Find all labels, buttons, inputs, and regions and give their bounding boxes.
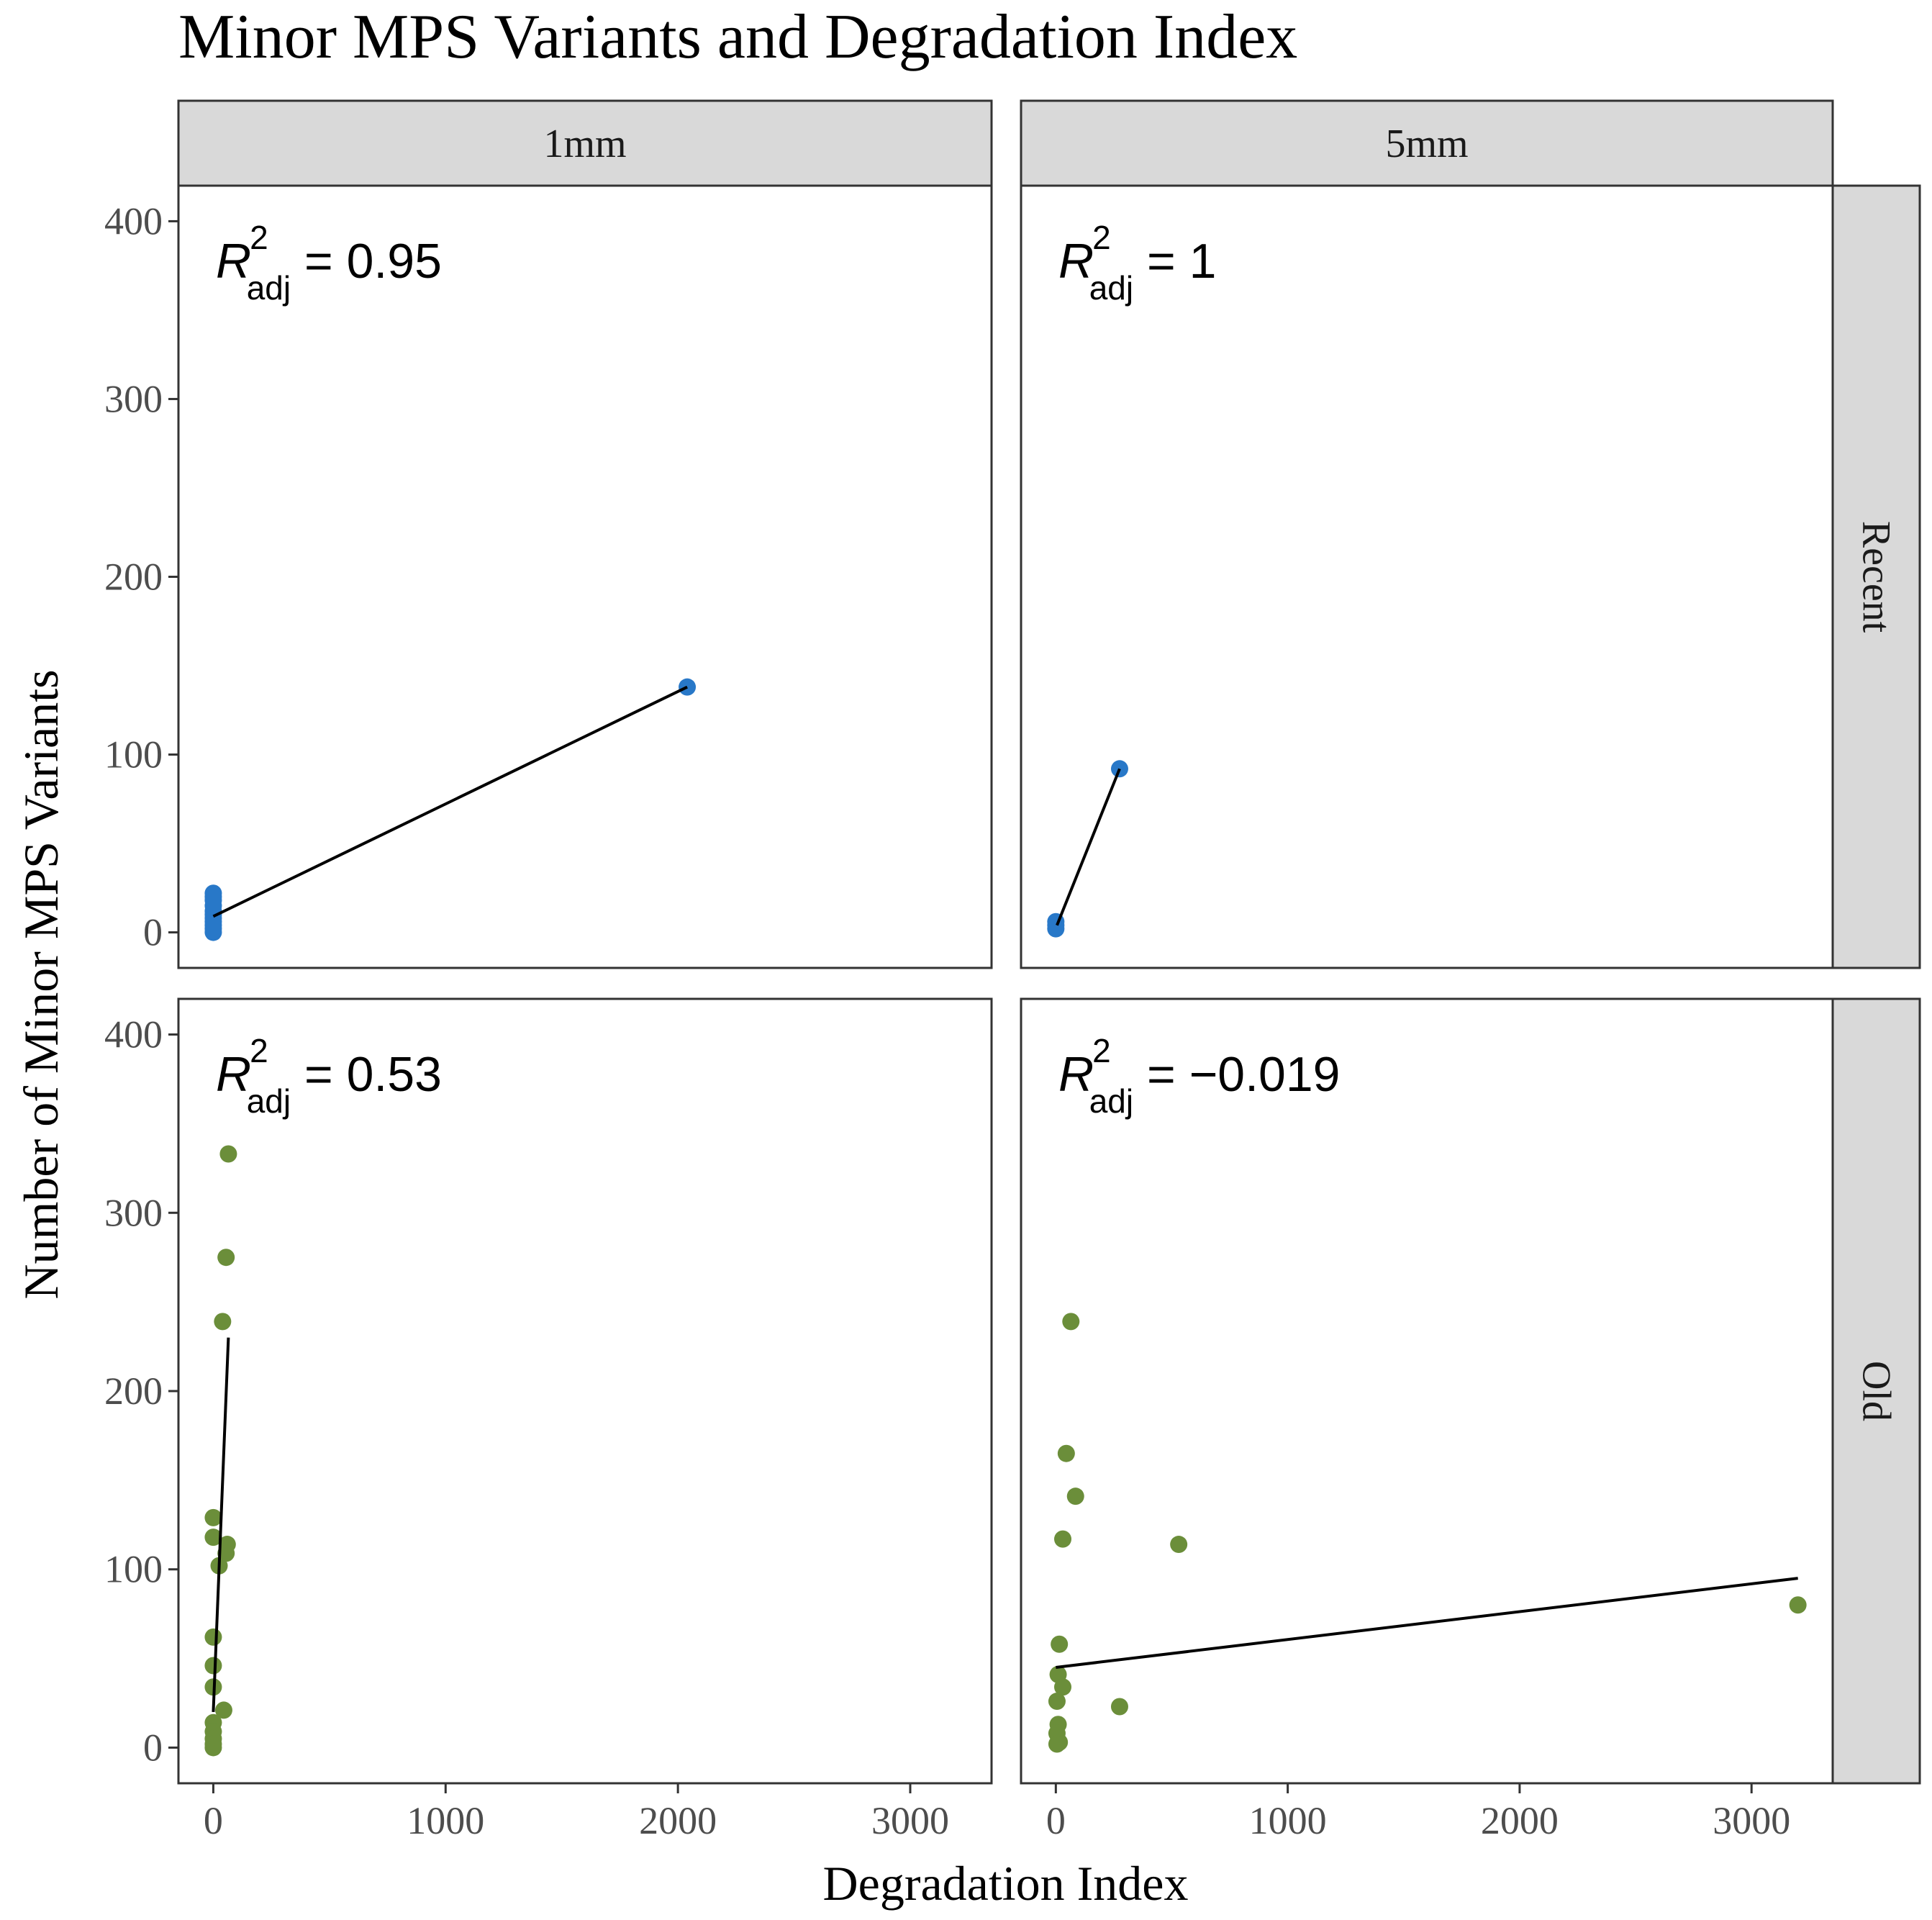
r2-subscript: adj xyxy=(1089,269,1133,307)
r2-value: = −0.019 xyxy=(1133,1047,1340,1102)
data-point-1mm-old-4 xyxy=(204,1529,222,1547)
data-point-1mm-old-9 xyxy=(204,1657,222,1675)
y-tick-label-recent-0: 0 xyxy=(143,911,163,954)
r2-annotation-5mm-old: R2 adj = −0.019 xyxy=(1058,1032,1340,1120)
panel-border-1mm-recent xyxy=(177,184,993,969)
data-point-5mm-old-2 xyxy=(1066,1487,1084,1505)
r2-superscript: 2 xyxy=(250,219,268,256)
y-tick-label-old-4: 400 xyxy=(104,1013,163,1056)
r2-subscript: adj xyxy=(247,269,291,307)
r2-symbol: R xyxy=(216,234,251,289)
data-point-1mm-old-1 xyxy=(217,1249,235,1267)
r2-annotation-1mm-recent: R2 adj = 0.95 xyxy=(216,219,442,307)
data-point-5mm-old-1 xyxy=(1057,1444,1075,1462)
data-point-5mm-old-10 xyxy=(1110,1698,1128,1716)
r2-symbol: R xyxy=(1058,234,1094,289)
y-tick-label-recent-4: 400 xyxy=(104,199,163,243)
data-point-1mm-old-8 xyxy=(204,1628,222,1646)
x-tick-label-5mm-0: 0 xyxy=(1046,1799,1066,1842)
x-tick-label-1mm-2: 2000 xyxy=(639,1799,717,1842)
column-strip-label-1mm: 1mm xyxy=(543,122,626,166)
x-tick-label-1mm-3: 3000 xyxy=(871,1799,949,1842)
data-point-5mm-old-5 xyxy=(1789,1596,1807,1614)
r2-annotation-1mm-old: R2 adj = 0.53 xyxy=(216,1032,442,1120)
x-tick-label-5mm-2: 2000 xyxy=(1481,1799,1559,1842)
r2-symbol: R xyxy=(216,1047,251,1102)
panel-5mm-old: R2 adj = −0.019 xyxy=(1020,997,1834,1785)
r2-value: = 0.95 xyxy=(291,234,442,289)
r2-value: = 0.53 xyxy=(291,1047,442,1102)
x-tick-label-1mm-0: 0 xyxy=(204,1799,223,1842)
chart-title: Minor MPS Variants and Degradation Index xyxy=(178,2,1297,72)
r2-subscript: adj xyxy=(1089,1082,1133,1120)
panel-border-5mm-old xyxy=(1020,997,1834,1785)
y-axis-title: Number of Minor MPS Variants xyxy=(14,669,68,1299)
r2-symbol: R xyxy=(1058,1047,1094,1102)
panel-1mm-recent: R2 adj = 0.95 xyxy=(177,184,993,969)
data-point-5mm-old-0 xyxy=(1062,1313,1080,1331)
y-tick-label-recent-1: 100 xyxy=(104,733,163,776)
column-strip-5mm xyxy=(1020,99,1834,187)
fit-line-5mm-recent xyxy=(1056,768,1121,926)
r2-subscript: adj xyxy=(247,1082,291,1120)
fit-line-1mm-recent xyxy=(212,685,688,918)
row-strip-label-recent: Recent xyxy=(1854,521,1899,633)
data-point-5mm-old-6 xyxy=(1051,1635,1069,1653)
fit-line-5mm-old xyxy=(1056,1577,1798,1669)
data-point-5mm-old-4 xyxy=(1170,1536,1188,1554)
data-point-5mm-old-9 xyxy=(1048,1693,1066,1711)
y-tick-label-old-1: 100 xyxy=(104,1548,163,1591)
row-strip-label-old: Old xyxy=(1854,1361,1899,1421)
data-point-1mm-old-0 xyxy=(219,1145,237,1163)
x-tick-label-1mm-1: 1000 xyxy=(407,1799,484,1842)
r2-annotation-5mm-recent: R2 adj = 1 xyxy=(1058,219,1216,307)
fit-line-1mm-old xyxy=(212,1337,230,1712)
r2-superscript: 2 xyxy=(1092,1032,1111,1069)
data-point-5mm-old-3 xyxy=(1054,1530,1072,1548)
y-tick-label-old-0: 0 xyxy=(143,1726,163,1769)
panel-border-5mm-recent xyxy=(1020,184,1834,969)
data-point-1mm-old-2 xyxy=(214,1313,232,1331)
data-point-1mm-old-11 xyxy=(214,1701,232,1719)
x-axis-title: Degradation Index xyxy=(823,1856,1189,1911)
data-point-5mm-old-8 xyxy=(1054,1678,1072,1696)
y-tick-label-recent-3: 300 xyxy=(104,377,163,420)
panel-border-1mm-old xyxy=(177,997,993,1785)
data-point-1mm-old-3 xyxy=(204,1508,222,1526)
panel-5mm-recent: R2 adj = 1 xyxy=(1020,184,1834,969)
row-strip-old xyxy=(1831,997,1921,1785)
y-tick-label-recent-2: 200 xyxy=(104,556,163,599)
x-tick-label-5mm-1: 1000 xyxy=(1249,1799,1327,1842)
row-strip-recent xyxy=(1831,184,1921,969)
column-strip-label-5mm: 5mm xyxy=(1385,122,1468,166)
y-tick-label-old-3: 300 xyxy=(104,1191,163,1234)
r2-value: = 1 xyxy=(1133,234,1216,289)
y-tick-label-old-2: 200 xyxy=(104,1369,163,1413)
column-strip-1mm xyxy=(177,99,993,187)
data-point-1mm-recent-10 xyxy=(204,884,222,902)
panel-1mm-old: R2 adj = 0.53 xyxy=(177,997,993,1785)
r2-superscript: 2 xyxy=(250,1032,268,1069)
data-point-1mm-old-16 xyxy=(204,1739,222,1757)
data-point-5mm-old-14 xyxy=(1048,1735,1066,1753)
x-tick-label-5mm-3: 3000 xyxy=(1713,1799,1790,1842)
r2-superscript: 2 xyxy=(1092,219,1111,256)
